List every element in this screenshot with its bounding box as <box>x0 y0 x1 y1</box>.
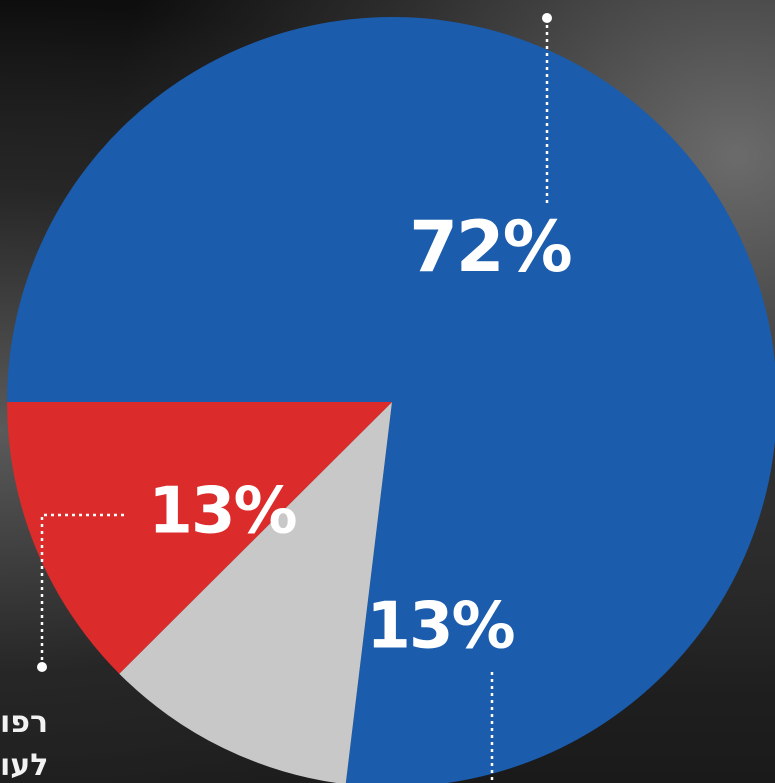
slice-label-1: 72% <box>409 206 571 288</box>
slice-label-3: 13% <box>148 475 296 549</box>
slice-label-2: 13% <box>366 590 514 664</box>
leader-line-red-dot <box>37 662 47 672</box>
cropped-caption-line-1: רפו <box>0 705 49 740</box>
leader-line-blue-dot <box>542 13 552 23</box>
pie-slice-2 <box>119 402 392 783</box>
pie-slice-3 <box>7 402 392 674</box>
cropped-caption-line-2: לעו <box>0 748 49 783</box>
pie-slice-1 <box>7 17 775 783</box>
leader-line-red <box>40 513 124 667</box>
